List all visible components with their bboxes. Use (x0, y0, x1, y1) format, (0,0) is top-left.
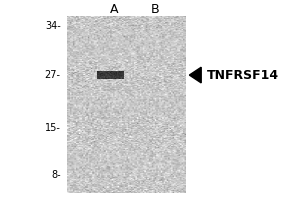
Text: 34-: 34- (45, 21, 61, 31)
Text: TNFRSF14: TNFRSF14 (207, 69, 279, 82)
Polygon shape (189, 67, 201, 83)
Text: 15-: 15- (45, 123, 61, 133)
Text: 8-: 8- (51, 170, 61, 180)
Text: 27-: 27- (45, 70, 61, 80)
Text: A: A (110, 3, 118, 16)
Text: B: B (151, 3, 160, 16)
